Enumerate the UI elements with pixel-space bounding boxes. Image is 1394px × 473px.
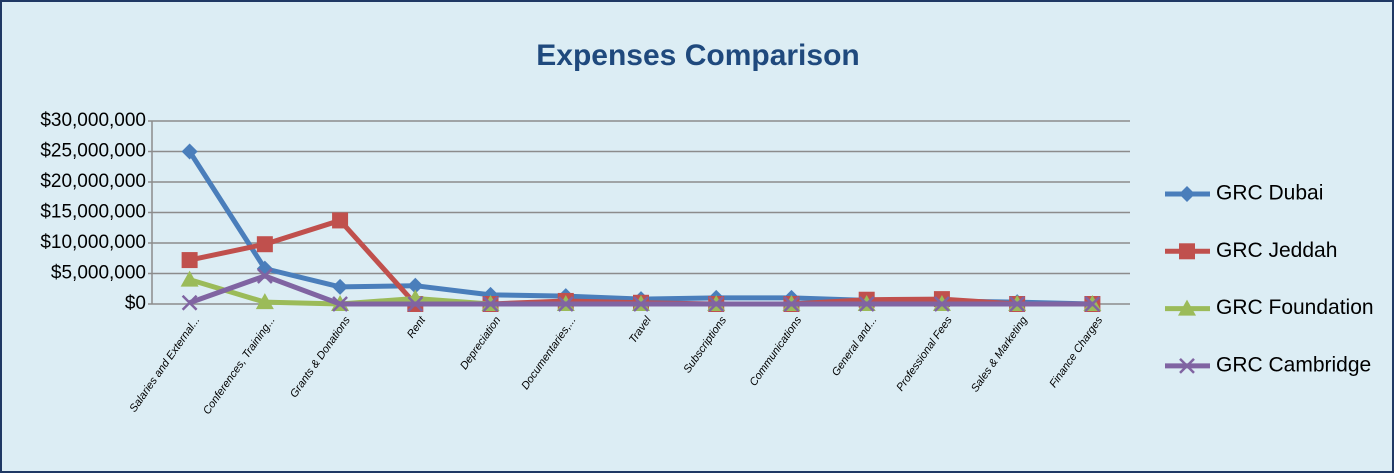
marker	[181, 143, 198, 160]
legend-label: GRC Dubai	[1216, 182, 1323, 205]
marker	[1178, 299, 1196, 316]
legend-label: GRC Foundation	[1216, 296, 1374, 319]
y-tick-label: $5,000,000	[51, 263, 146, 284]
marker	[256, 236, 273, 253]
legend-label: GRC Cambridge	[1216, 353, 1371, 376]
y-tick-label: $20,000,000	[40, 171, 146, 192]
marker	[1179, 186, 1195, 202]
chart-title: Expenses Comparison	[536, 39, 859, 72]
marker	[181, 294, 198, 311]
marker	[181, 252, 198, 269]
marker	[783, 296, 800, 312]
marker	[1179, 358, 1195, 374]
marker	[557, 296, 574, 312]
marker	[256, 268, 273, 284]
marker	[482, 296, 499, 312]
marker	[332, 212, 349, 229]
marker	[255, 293, 274, 310]
marker	[407, 277, 424, 294]
legend-label: GRC Jeddah	[1216, 239, 1337, 262]
marker	[633, 296, 649, 312]
y-tick-label: $30,000,000	[40, 110, 146, 131]
marker	[1179, 243, 1195, 260]
marker	[332, 296, 348, 312]
y-tick-label: $0	[125, 293, 146, 314]
marker	[407, 296, 424, 312]
y-tick-label: $10,000,000	[40, 232, 146, 253]
marker	[858, 296, 875, 312]
marker	[180, 270, 199, 287]
y-tick-label: $25,000,000	[40, 141, 146, 162]
marker	[1009, 296, 1026, 312]
marker	[1084, 296, 1101, 312]
marker	[934, 296, 950, 312]
marker	[708, 296, 725, 312]
marker	[332, 278, 349, 295]
y-tick-label: $15,000,000	[40, 202, 146, 223]
